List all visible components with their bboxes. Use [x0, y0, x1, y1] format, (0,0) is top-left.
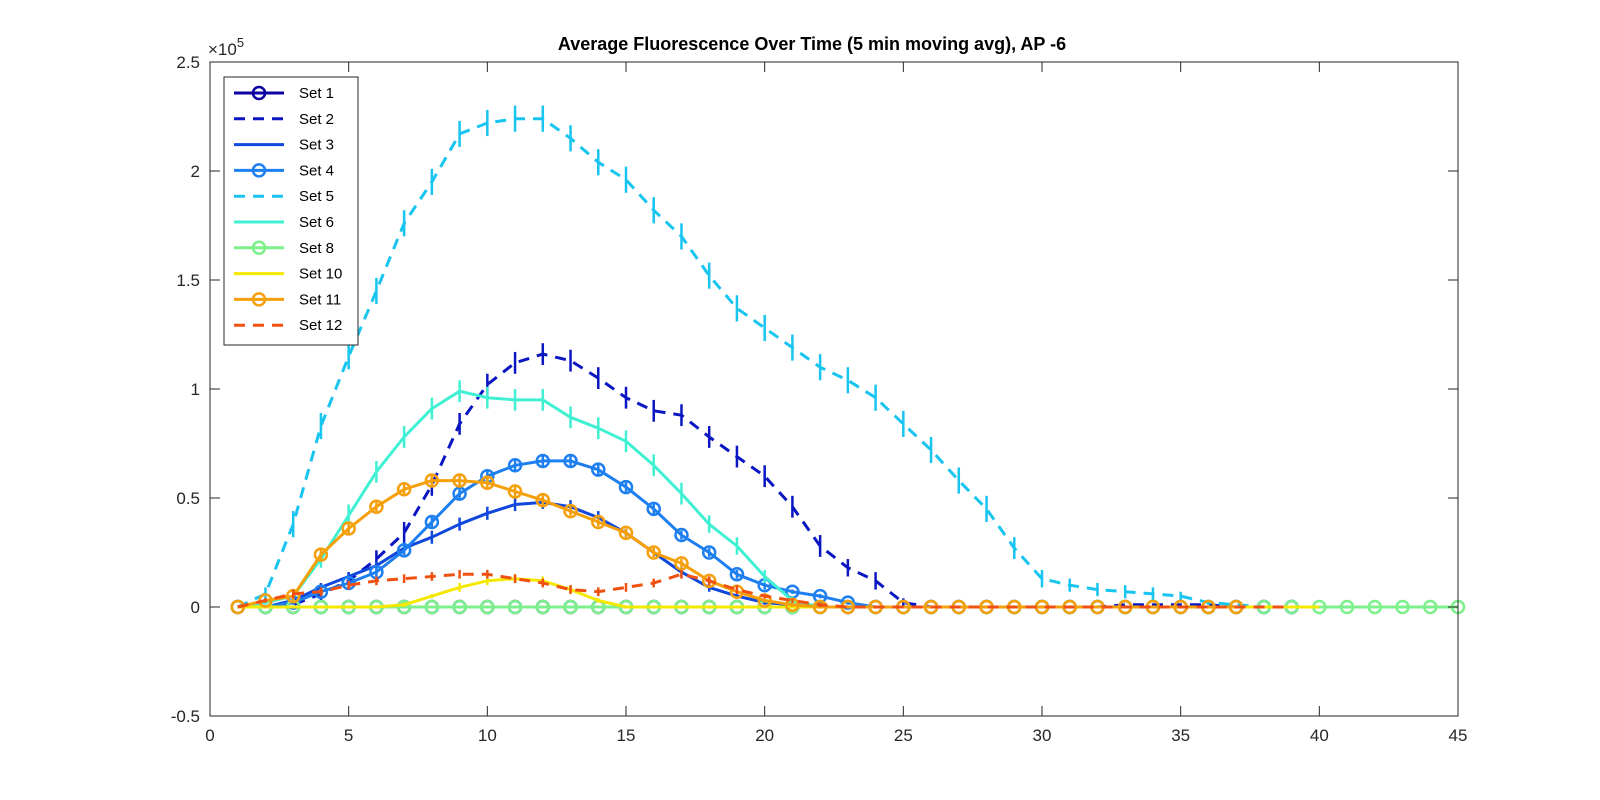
data-point [840, 595, 856, 610]
x-tick-label: 5 [344, 726, 353, 745]
data-point [563, 453, 578, 469]
data-point [452, 599, 467, 615]
data-point [535, 492, 551, 508]
y-axis-exponent: ×105 [208, 35, 244, 59]
data-point [674, 527, 689, 543]
legend-label: Set 8 [299, 240, 334, 257]
y-tick-label: 1 [191, 380, 200, 399]
legend-item: Set 11 [234, 291, 341, 308]
data-point [452, 473, 467, 488]
data-point [591, 462, 606, 477]
series-2 [237, 343, 1292, 609]
x-tick-label: 45 [1449, 726, 1468, 745]
x-tick-label: 30 [1033, 726, 1052, 745]
data-point [396, 599, 412, 615]
data-point [341, 521, 356, 536]
legend-item: Set 5 [234, 188, 334, 205]
data-point [313, 547, 329, 562]
data-point [812, 599, 828, 615]
data-point [563, 599, 578, 615]
legend-marker [251, 85, 267, 101]
data-point [618, 525, 634, 541]
y-tick-label: 1.5 [176, 271, 200, 290]
legend-label: Set 12 [299, 317, 342, 334]
legend-label: Set 4 [299, 162, 334, 179]
legend-label: Set 10 [299, 266, 342, 283]
series-5 [237, 105, 1292, 609]
legend-marker [251, 240, 267, 256]
data-point [369, 499, 384, 514]
legend-item: Set 8 [234, 240, 334, 257]
data-point [507, 599, 523, 615]
x-tick-label: 20 [755, 726, 774, 745]
x-tick-label: 10 [478, 726, 497, 745]
legend-item: Set 10 [234, 266, 342, 283]
data-point [646, 501, 661, 517]
y-tick-label: -0.5 [171, 707, 200, 726]
data-point [1367, 599, 1383, 615]
x-tick-label: 0 [205, 726, 214, 745]
data-point [424, 514, 440, 530]
data-point [396, 482, 412, 497]
data-point [701, 573, 717, 589]
legend-item: Set 2 [234, 111, 334, 128]
data-point [535, 453, 551, 469]
axes-box [209, 61, 1459, 717]
legend-item: Set 12 [234, 317, 342, 334]
legend-item: Set 6 [234, 214, 334, 231]
data-point [507, 458, 523, 473]
data-point [424, 473, 440, 488]
series-10 [237, 569, 1292, 609]
data-point [535, 599, 551, 615]
data-point [591, 514, 606, 530]
legend-marker [251, 292, 267, 307]
y-tick-label: 0 [191, 598, 200, 617]
chart-title: Average Fluorescence Over Time (5 min mo… [558, 34, 1066, 54]
plot-area [230, 105, 1466, 615]
data-point [674, 556, 689, 571]
data-point [1395, 599, 1410, 615]
legend-label: Set 5 [299, 188, 334, 205]
legend-label: Set 3 [299, 137, 334, 154]
x-tick-label: 15 [617, 726, 636, 745]
data-point [480, 475, 495, 490]
axes: 0 5 10 15 20 25 30 35 40 45 -0.5 0 0.5 1 1.5 2 2.5 ×105 [171, 35, 1468, 745]
data-point [480, 599, 495, 615]
data-point [729, 567, 745, 582]
legend-label: Set 6 [299, 214, 334, 231]
x-tick-label: 35 [1171, 726, 1190, 745]
data-point [1423, 599, 1438, 615]
legend-label: Set 2 [299, 111, 334, 128]
x-tick-label: 40 [1310, 726, 1329, 745]
data-point [424, 599, 440, 615]
data-point [646, 545, 661, 560]
y-tick-label: 2.5 [176, 53, 200, 72]
data-point [507, 484, 523, 499]
data-point [701, 545, 717, 560]
data-point [618, 479, 634, 495]
legend: Set 1 Set 2 Set 3 Set 4 Set 5 Set 6 Set 8 Set 1… [223, 76, 359, 346]
legend-marker [251, 163, 267, 178]
legend-item: Set 1 [234, 85, 334, 102]
y-tick-label: 0.5 [176, 489, 200, 508]
series-line [237, 117, 1292, 609]
data-point [396, 543, 412, 558]
legend-item: Set 3 [234, 137, 334, 154]
legend-label: Set 1 [299, 85, 334, 102]
legend-item: Set 4 [234, 162, 334, 179]
x-tick-label: 25 [894, 726, 913, 745]
data-point [1339, 599, 1355, 615]
legend-label: Set 11 [299, 291, 341, 308]
y-tick-label: 2 [191, 162, 200, 181]
data-point [563, 503, 578, 519]
